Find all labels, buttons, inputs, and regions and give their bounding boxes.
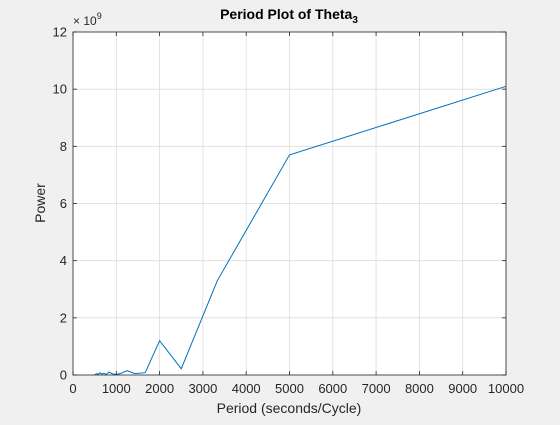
- x-axis-label: Period (seconds/Cycle): [217, 400, 362, 416]
- y-exponent-power: 9: [97, 11, 102, 21]
- y-ticks: 0 2 4 6 8 10 12: [53, 25, 506, 383]
- x-tick-label: 3000: [188, 381, 217, 396]
- y-tick-label: 12: [53, 25, 67, 40]
- x-tick-label: 10000: [488, 381, 524, 396]
- x-tick-label: 8000: [405, 381, 434, 396]
- x-tick-label: 1000: [102, 381, 131, 396]
- chart-title-main: Period Plot of Theta: [220, 6, 352, 22]
- x-tick-label: 7000: [362, 381, 391, 396]
- y-tick-label: 10: [53, 82, 67, 97]
- y-tick-label: 0: [60, 368, 67, 383]
- y-exponent-base: × 10: [73, 14, 97, 28]
- x-tick-label: 2000: [145, 381, 174, 396]
- y-tick-label: 8: [60, 139, 67, 154]
- x-tick-label: 4000: [232, 381, 261, 396]
- y-axis-label: Power: [32, 183, 48, 223]
- x-tick-label: 6000: [318, 381, 347, 396]
- y-tick-label: 2: [60, 310, 67, 325]
- chart-title: Period Plot of Theta3: [220, 6, 358, 26]
- chart-title-subscript: 3: [352, 15, 358, 26]
- y-tick-label: 6: [60, 196, 67, 211]
- x-tick-label: 5000: [275, 381, 304, 396]
- x-tick-label: 9000: [448, 381, 477, 396]
- x-tick-label: 0: [69, 381, 76, 396]
- x-ticks: 0 1000 2000 3000 4000 5000 6000 7000 8000 9000 100…: [69, 32, 524, 396]
- y-exponent: × 109: [73, 11, 102, 28]
- y-tick-label: 4: [60, 253, 67, 268]
